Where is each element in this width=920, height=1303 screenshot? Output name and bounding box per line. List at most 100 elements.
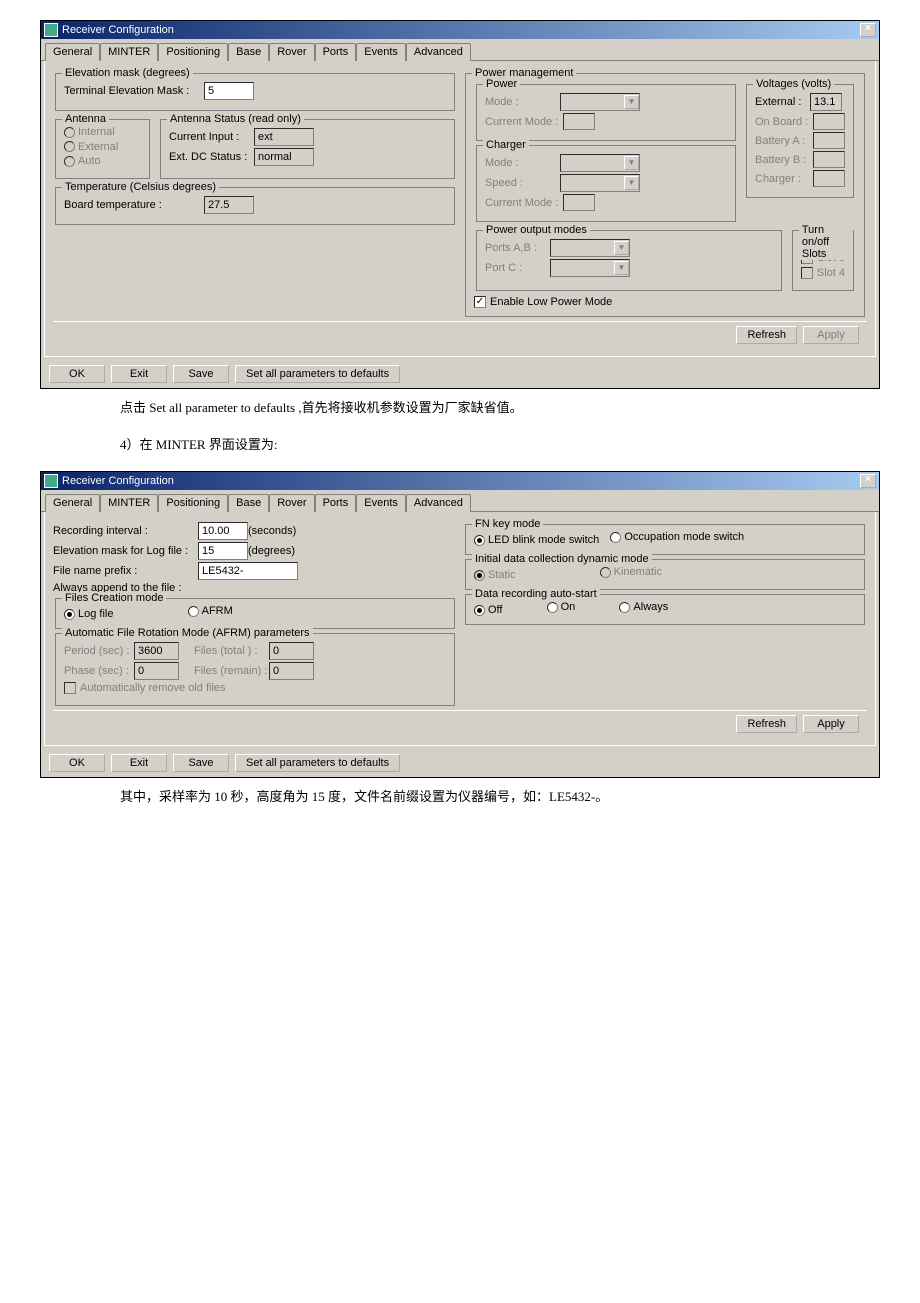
afrm-group: Automatic File Rotation Mode (AFRM) para… [55,633,455,706]
power-curmode-value [563,113,595,130]
period-label: Period (sec) : [64,645,134,657]
tab-rover[interactable]: Rover [269,494,314,512]
afrm-legend: Automatic File Rotation Mode (AFRM) para… [62,627,313,639]
tab-base[interactable]: Base [228,43,269,61]
note-1: 点击 Set all parameter to defaults ,首先将接收机… [120,397,880,416]
radio-occ[interactable]: Occupation mode switch [610,531,744,543]
power-output-group: Power output modes Ports A,B :▼ Port C :… [476,230,782,291]
elev-mask-input[interactable] [204,82,254,100]
tab-base[interactable]: Base [228,494,269,512]
voltages-legend: Voltages (volts) [753,78,834,90]
period-input [134,642,179,660]
elev-log-unit: (degrees) [248,545,295,557]
charger-speed-label: Speed : [485,177,560,189]
tab-positioning[interactable]: Positioning [158,43,228,61]
prefix-input[interactable] [198,562,298,580]
temp-legend: Temperature (Celsius degrees) [62,181,219,193]
volt-batb-label: Battery B : [755,154,810,166]
dc-status-value [254,148,314,166]
app-icon [44,474,58,488]
power-group: Power Mode :▼ Current Mode : [476,84,736,141]
dc-status-label: Ext. DC Status : [169,151,254,163]
set-defaults-button[interactable]: Set all parameters to defaults [235,754,400,772]
charger-curmode-label: Current Mode : [485,197,560,209]
charger-curmode-value [563,194,595,211]
tabstrip: General MINTER Positioning Base Rover Po… [41,490,879,512]
tab-minter[interactable]: MINTER [100,494,158,512]
rec-int-label: Recording interval : [53,525,198,537]
save-button[interactable]: Save [173,754,229,772]
radio-on[interactable]: On [547,601,576,613]
volt-external-label: External : [755,96,810,108]
antenna-status-group: Antenna Status (read only) Current Input… [160,119,455,179]
elev-log-input[interactable] [198,542,248,560]
current-input-value [254,128,314,146]
volt-charger-value [813,170,845,187]
power-legend: Power [483,78,520,90]
volt-onboard-label: On Board : [755,116,810,128]
window-general: Receiver Configuration × General MINTER … [40,20,880,389]
elev-log-label: Elevation mask for Log file : [53,545,198,557]
exit-button[interactable]: Exit [111,754,167,772]
tab-advanced[interactable]: Advanced [406,43,471,61]
charger-speed-select: ▼ [560,174,640,192]
refresh-button[interactable]: Refresh [736,715,797,733]
ok-button[interactable]: OK [49,365,105,383]
tab-advanced[interactable]: Advanced [406,494,471,512]
charger-mode-select: ▼ [560,154,640,172]
close-icon[interactable]: × [860,474,876,488]
elev-mask-label: Terminal Elevation Mask : [64,85,204,97]
tab-events[interactable]: Events [356,494,406,512]
rec-int-input[interactable] [198,522,248,540]
remain-label: Files (remain) : [194,665,269,677]
tab-general[interactable]: General [45,494,100,512]
tab-positioning[interactable]: Positioning [158,494,228,512]
tab-ports[interactable]: Ports [315,43,357,61]
temp-value [204,196,254,214]
volt-batb-value [813,151,845,168]
temp-label: Board temperature : [64,199,204,211]
fnkey-legend: FN key mode [472,518,543,530]
tab-general[interactable]: General [45,43,100,61]
tab-ports[interactable]: Ports [315,494,357,512]
volt-external-value [810,93,842,111]
current-input-label: Current Input : [169,131,254,143]
volt-charger-label: Charger : [755,173,810,185]
radio-afrm[interactable]: AFRM [188,605,233,617]
radio-auto: Auto [64,155,101,167]
power-output-legend: Power output modes [483,224,590,236]
set-defaults-button[interactable]: Set all parameters to defaults [235,365,400,383]
power-mode-label: Mode : [485,96,560,108]
window-title: Receiver Configuration [62,24,860,36]
fc-mode-legend: Files Creation mode [62,592,166,604]
tab-rover[interactable]: Rover [269,43,314,61]
total-label: Files (total ) : [194,645,269,657]
elev-mask-legend: Elevation mask (degrees) [62,67,193,79]
slots-group: Turn on/off Slots Slot 2 Slot 3 Slot 4 [792,230,854,291]
radio-off[interactable]: Off [474,604,502,616]
tab-content: Recording interval : (seconds) Elevation… [44,512,876,746]
radio-kinematic: Kinematic [600,566,662,578]
ok-button[interactable]: OK [49,754,105,772]
check-autoremove: Automatically remove old files [64,682,226,694]
refresh-button[interactable]: Refresh [736,326,797,344]
prefix-label: File name prefix : [53,565,198,577]
fnkey-group: FN key mode LED blink mode switch Occupa… [465,524,865,555]
app-icon [44,23,58,37]
ports-ab-label: Ports A,B : [485,242,550,254]
slots-legend: Turn on/off Slots [799,224,853,260]
tab-minter[interactable]: MINTER [100,43,158,61]
phase-label: Phase (sec) : [64,665,134,677]
titlebar: Receiver Configuration × [41,472,879,490]
exit-button[interactable]: Exit [111,365,167,383]
apply-button[interactable]: Apply [803,715,859,733]
save-button[interactable]: Save [173,365,229,383]
radio-logfile[interactable]: Log file [64,608,113,620]
tab-events[interactable]: Events [356,43,406,61]
volt-bata-label: Battery A : [755,135,810,147]
check-low-power[interactable]: ✓Enable Low Power Mode [474,296,612,308]
radio-led[interactable]: LED blink mode switch [474,534,599,546]
close-icon[interactable]: × [860,23,876,37]
power-mgmt-group: Power management Power Mode :▼ Current M… [465,73,865,317]
radio-always[interactable]: Always [619,601,668,613]
